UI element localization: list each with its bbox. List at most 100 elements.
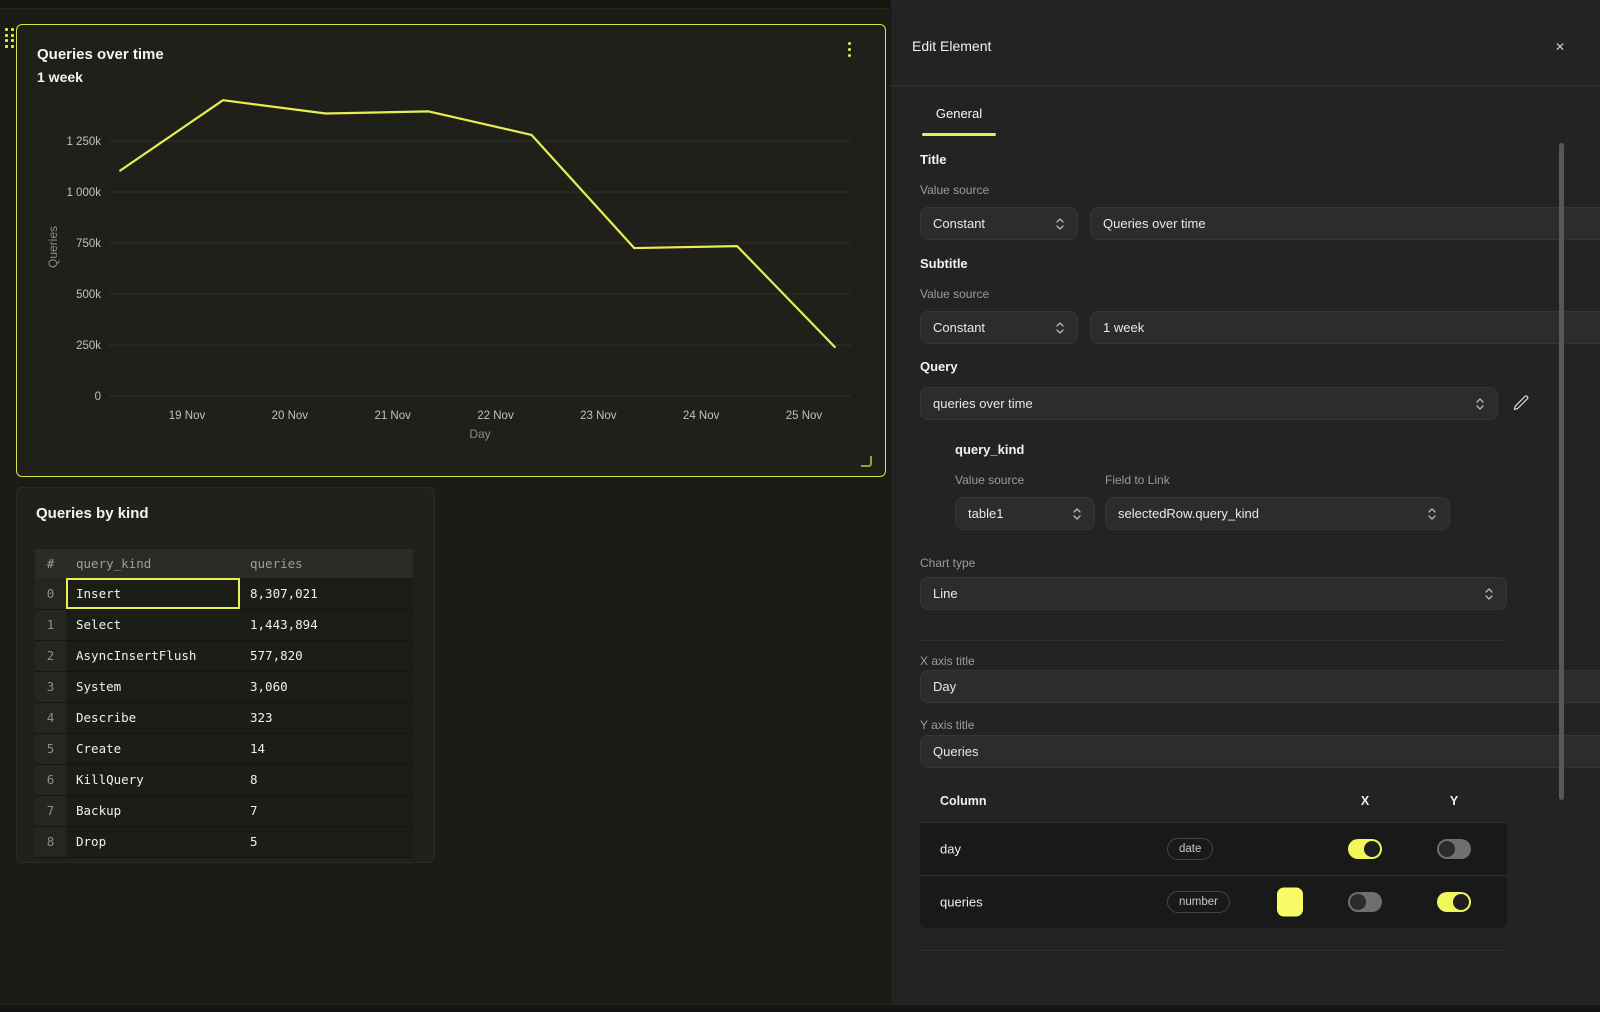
table-row[interactable]: 4 Describe 323 — [35, 702, 413, 734]
title-value-input[interactable] — [1090, 207, 1600, 240]
close-icon[interactable]: ✕ — [1554, 40, 1566, 54]
column-queries-x-toggle[interactable] — [1348, 892, 1382, 912]
y-axis-title-input[interactable] — [920, 735, 1600, 768]
toggle-knob — [1364, 841, 1380, 857]
x-tick-label: 25 Nov — [786, 410, 823, 422]
row-index-cell[interactable]: 1 — [35, 609, 66, 641]
title-source-select[interactable]: Constant — [920, 207, 1078, 240]
edit-pencil-icon[interactable] — [1512, 394, 1530, 412]
scrollbar-thumb[interactable] — [1559, 143, 1564, 800]
field-to-link-label: Field to Link — [1105, 473, 1170, 487]
x-axis-title: Day — [469, 427, 490, 441]
subtitle-section-heading: Subtitle — [920, 256, 968, 271]
chart-line-queries — [119, 99, 836, 349]
row-index-cell[interactable]: 0 — [35, 578, 66, 610]
table-panel-title: Queries by kind — [36, 505, 149, 522]
table-cell[interactable]: 3,060 — [240, 671, 413, 703]
chevron-updown-icon — [1476, 397, 1484, 410]
table-cell[interactable]: 14 — [240, 733, 413, 765]
chevron-updown-icon — [1428, 507, 1436, 520]
table-header-cell: # — [35, 549, 66, 578]
query-select[interactable]: queries over time — [920, 387, 1498, 420]
x-tick-label: 21 Nov — [374, 410, 411, 422]
row-index-cell[interactable]: 6 — [35, 764, 66, 796]
title-section-heading: Title — [920, 152, 947, 167]
field-to-link-select[interactable]: selectedRow.query_kind — [1105, 497, 1450, 530]
chart-type-value: Line — [933, 586, 958, 601]
table-row[interactable]: 3 System 3,060 — [35, 671, 413, 703]
table-cell[interactable]: Select — [66, 609, 240, 641]
table-cell[interactable]: 8 — [240, 764, 413, 796]
x-tick-label: 22 Nov — [477, 410, 514, 422]
table-cell[interactable]: 5 — [240, 826, 413, 858]
table-cell[interactable]: 8,307,021 — [240, 578, 413, 610]
chart-subtitle: 1 week — [37, 69, 83, 85]
y-axis-title-label: Y axis title — [920, 718, 975, 732]
query-kind-heading: query_kind — [955, 442, 1025, 457]
chevron-updown-icon — [1485, 587, 1493, 600]
x-tick-label: 19 Nov — [169, 410, 206, 422]
query-kind-source-select[interactable]: table1 — [955, 497, 1095, 530]
x-tick-label: 24 Nov — [683, 410, 720, 422]
panel-drag-handle-icon[interactable] — [5, 28, 14, 48]
table-header-cell: queries — [240, 549, 413, 578]
table-row[interactable]: 8 Drop 5 — [35, 826, 413, 858]
field-to-link-value: selectedRow.query_kind — [1118, 506, 1259, 521]
table-cell[interactable]: Create — [66, 733, 240, 765]
table-cell[interactable]: AsyncInsertFlush — [66, 640, 240, 672]
subtitle-source-value: Constant — [933, 320, 986, 335]
tab-general[interactable]: General — [922, 106, 996, 136]
column-type-badge: number — [1167, 891, 1230, 913]
column-day-x-toggle[interactable] — [1348, 839, 1382, 859]
chart-type-select[interactable]: Line — [920, 577, 1507, 610]
table-row[interactable]: 0 Insert 8,307,021 — [35, 578, 413, 610]
row-index-cell[interactable]: 8 — [35, 826, 66, 858]
table-row[interactable]: 6 KillQuery 8 — [35, 764, 413, 796]
table-cell[interactable]: Insert — [66, 578, 240, 610]
section-divider — [920, 640, 1507, 641]
query-kind-source-value: table1 — [968, 506, 1004, 521]
subtitle-source-select[interactable]: Constant — [920, 311, 1078, 344]
chevron-updown-icon — [1056, 217, 1064, 230]
table-row[interactable]: 1 Select 1,443,894 — [35, 609, 413, 641]
queries-by-kind-panel[interactable]: Queries by kind # query_kind queries 0 Inser… — [16, 487, 435, 863]
column-config-row-day: day date — [920, 822, 1507, 875]
table-row[interactable]: 7 Backup 7 — [35, 795, 413, 827]
edit-panel-title: Edit Element — [912, 38, 992, 54]
column-queries-y-toggle[interactable] — [1437, 892, 1471, 912]
x-axis-title-input[interactable] — [920, 670, 1600, 703]
table-header-cell: query_kind — [66, 549, 240, 578]
table-cell[interactable]: 323 — [240, 702, 413, 734]
row-index-cell[interactable]: 5 — [35, 733, 66, 765]
series-color-swatch[interactable] — [1277, 887, 1303, 917]
title-value-source-label: Value source — [920, 183, 990, 197]
table-cell[interactable]: Backup — [66, 795, 240, 827]
title-source-value: Constant — [933, 216, 986, 231]
row-index-cell[interactable]: 2 — [35, 640, 66, 672]
queries-by-kind-table[interactable]: # query_kind queries 0 Insert 8,307,021 1 Selec… — [35, 549, 413, 858]
chart-title: Queries over time — [37, 46, 164, 63]
chart-panel[interactable]: Queries over time 1 week 0 250k 500k 750k 1 … — [16, 24, 886, 477]
table-cell[interactable]: 577,820 — [240, 640, 413, 672]
table-cell[interactable]: System — [66, 671, 240, 703]
panel-resize-handle[interactable] — [861, 456, 872, 467]
column-type-badge: date — [1167, 838, 1214, 860]
chart-type-label: Chart type — [920, 556, 976, 570]
table-cell[interactable]: 1,443,894 — [240, 609, 413, 641]
y-tick-label: 1 250k — [66, 136, 101, 148]
table-cell[interactable]: KillQuery — [66, 764, 240, 796]
subtitle-value-source-label: Value source — [920, 287, 990, 301]
table-cell[interactable]: Drop — [66, 826, 240, 858]
row-index-cell[interactable]: 7 — [35, 795, 66, 827]
table-cell[interactable]: 7 — [240, 795, 413, 827]
row-index-cell[interactable]: 4 — [35, 702, 66, 734]
line-chart[interactable]: 0 250k 500k 750k 1 000k 1 250k 19 Nov 20 Nov 21 … — [17, 25, 885, 476]
subtitle-value-input[interactable] — [1090, 311, 1600, 344]
row-index-cell[interactable]: 3 — [35, 671, 66, 703]
table-cell[interactable]: Describe — [66, 702, 240, 734]
table-row[interactable]: 2 AsyncInsertFlush 577,820 — [35, 640, 413, 672]
column-day-y-toggle[interactable] — [1437, 839, 1471, 859]
table-row[interactable]: 5 Create 14 — [35, 733, 413, 765]
kebab-menu-icon[interactable] — [844, 40, 854, 59]
columns-config-header: Column X Y — [920, 779, 1507, 822]
